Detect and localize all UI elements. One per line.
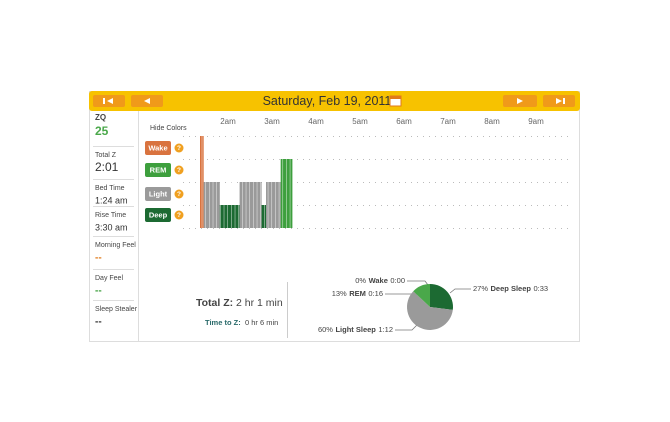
stage-bar <box>266 182 281 228</box>
stat-value: 25 <box>95 124 109 138</box>
legend-item[interactable]: Wake <box>145 141 171 155</box>
stage-bar <box>261 205 266 228</box>
pie-label-percent-label: 13% <box>332 289 347 298</box>
time-label: 6am <box>396 117 412 126</box>
pie-label-duration: 1:12 <box>378 325 393 334</box>
pie-label-percent-label: 27% <box>473 284 488 293</box>
first-button[interactable] <box>93 95 125 107</box>
help-circle <box>174 210 184 220</box>
pie-label-duration: 0:33 <box>533 284 548 293</box>
help-mark: ? <box>177 212 181 219</box>
pie-slice <box>407 291 453 330</box>
stage-bar <box>239 182 262 228</box>
pie-label: 60% Light Sleep 1:12 <box>318 325 393 334</box>
stage-bar <box>219 205 240 228</box>
help-icon[interactable]: ? <box>174 165 184 175</box>
pie-label-name: REM <box>349 289 366 298</box>
stat-value: -- <box>95 317 102 328</box>
pie-label-name: Wake <box>369 276 388 285</box>
legend-swatch <box>145 187 171 201</box>
prev-button[interactable] <box>131 95 163 107</box>
legend-label: Wake <box>148 143 167 152</box>
help-circle <box>174 143 184 153</box>
stage-bar <box>203 182 220 228</box>
help-circle <box>174 189 184 199</box>
pie-slice <box>430 284 453 310</box>
time-label: 9am <box>528 117 544 126</box>
stat-label: Rise Time <box>95 212 126 219</box>
hide-colors[interactable]: Hide Colors <box>150 125 187 132</box>
pie-label-percent-label: 0% <box>355 276 366 285</box>
time-label: 3am <box>264 117 280 126</box>
ttz-label: Time to Z: <box>205 318 241 327</box>
pie-label-duration: 0:00 <box>390 276 405 285</box>
date: Saturday, Feb 19, 2011 <box>263 94 392 108</box>
stat-value: 2:01 <box>95 160 119 174</box>
stat-label: ZQ <box>95 113 106 122</box>
legend-item[interactable]: Light <box>145 187 171 201</box>
legend-swatch <box>145 141 171 155</box>
time-label: 7am <box>440 117 456 126</box>
stat-label: Bed Time <box>95 185 125 192</box>
ttz-value: 0 hr 6 min <box>245 318 278 327</box>
stat-value: -- <box>95 286 102 297</box>
help-mark: ? <box>177 191 181 198</box>
help-icon[interactable]: ? <box>174 143 184 153</box>
help-icon[interactable]: ? <box>174 210 184 220</box>
stat-label: Day Feel <box>95 275 123 282</box>
stat-value: 3:30 am <box>95 222 128 232</box>
time-label: 5am <box>352 117 368 126</box>
time-label: 4am <box>308 117 324 126</box>
legend-label: Light <box>149 189 168 198</box>
stat-label: Total Z <box>95 152 117 159</box>
stat-label: Morning Feel <box>95 242 136 249</box>
calendar-button[interactable] <box>389 95 402 107</box>
next-button[interactable] <box>503 95 537 107</box>
stat-label: Sleep Stealer <box>95 306 138 313</box>
pie-slice <box>413 284 430 307</box>
header-bar <box>89 91 580 111</box>
help-icon[interactable]: ? <box>174 189 184 199</box>
legend-item[interactable]: Deep <box>145 208 171 222</box>
stat-value: -- <box>95 253 102 264</box>
help-mark: ? <box>177 145 181 152</box>
frame <box>89 91 580 342</box>
pie-label: 13% REM 0:16 <box>332 289 383 298</box>
pie-label: 0% Wake 0:00 <box>355 276 405 285</box>
pie-label: 27% Deep Sleep 0:33 <box>473 284 548 293</box>
legend-item[interactable]: REM <box>145 163 171 177</box>
legend-label: REM <box>150 165 167 174</box>
help-mark: ? <box>177 167 181 174</box>
time-label: 2am <box>220 117 236 126</box>
help-circle <box>174 165 184 175</box>
pie-label-percent-label: 60% <box>318 325 333 334</box>
legend-swatch <box>145 208 171 222</box>
pie-label-name: Light Sleep <box>335 325 376 334</box>
pie-label-name: Deep Sleep <box>491 284 532 293</box>
total-label: Total Z: <box>196 297 233 309</box>
time-label: 8am <box>484 117 500 126</box>
last-button[interactable] <box>543 95 575 107</box>
pie-label-duration: 0:16 <box>368 289 383 298</box>
legend-label: Deep <box>149 210 168 219</box>
total-value: 2 hr 1 min <box>236 297 283 309</box>
stat-value: 1:24 am <box>95 195 128 205</box>
legend-swatch <box>145 163 171 177</box>
